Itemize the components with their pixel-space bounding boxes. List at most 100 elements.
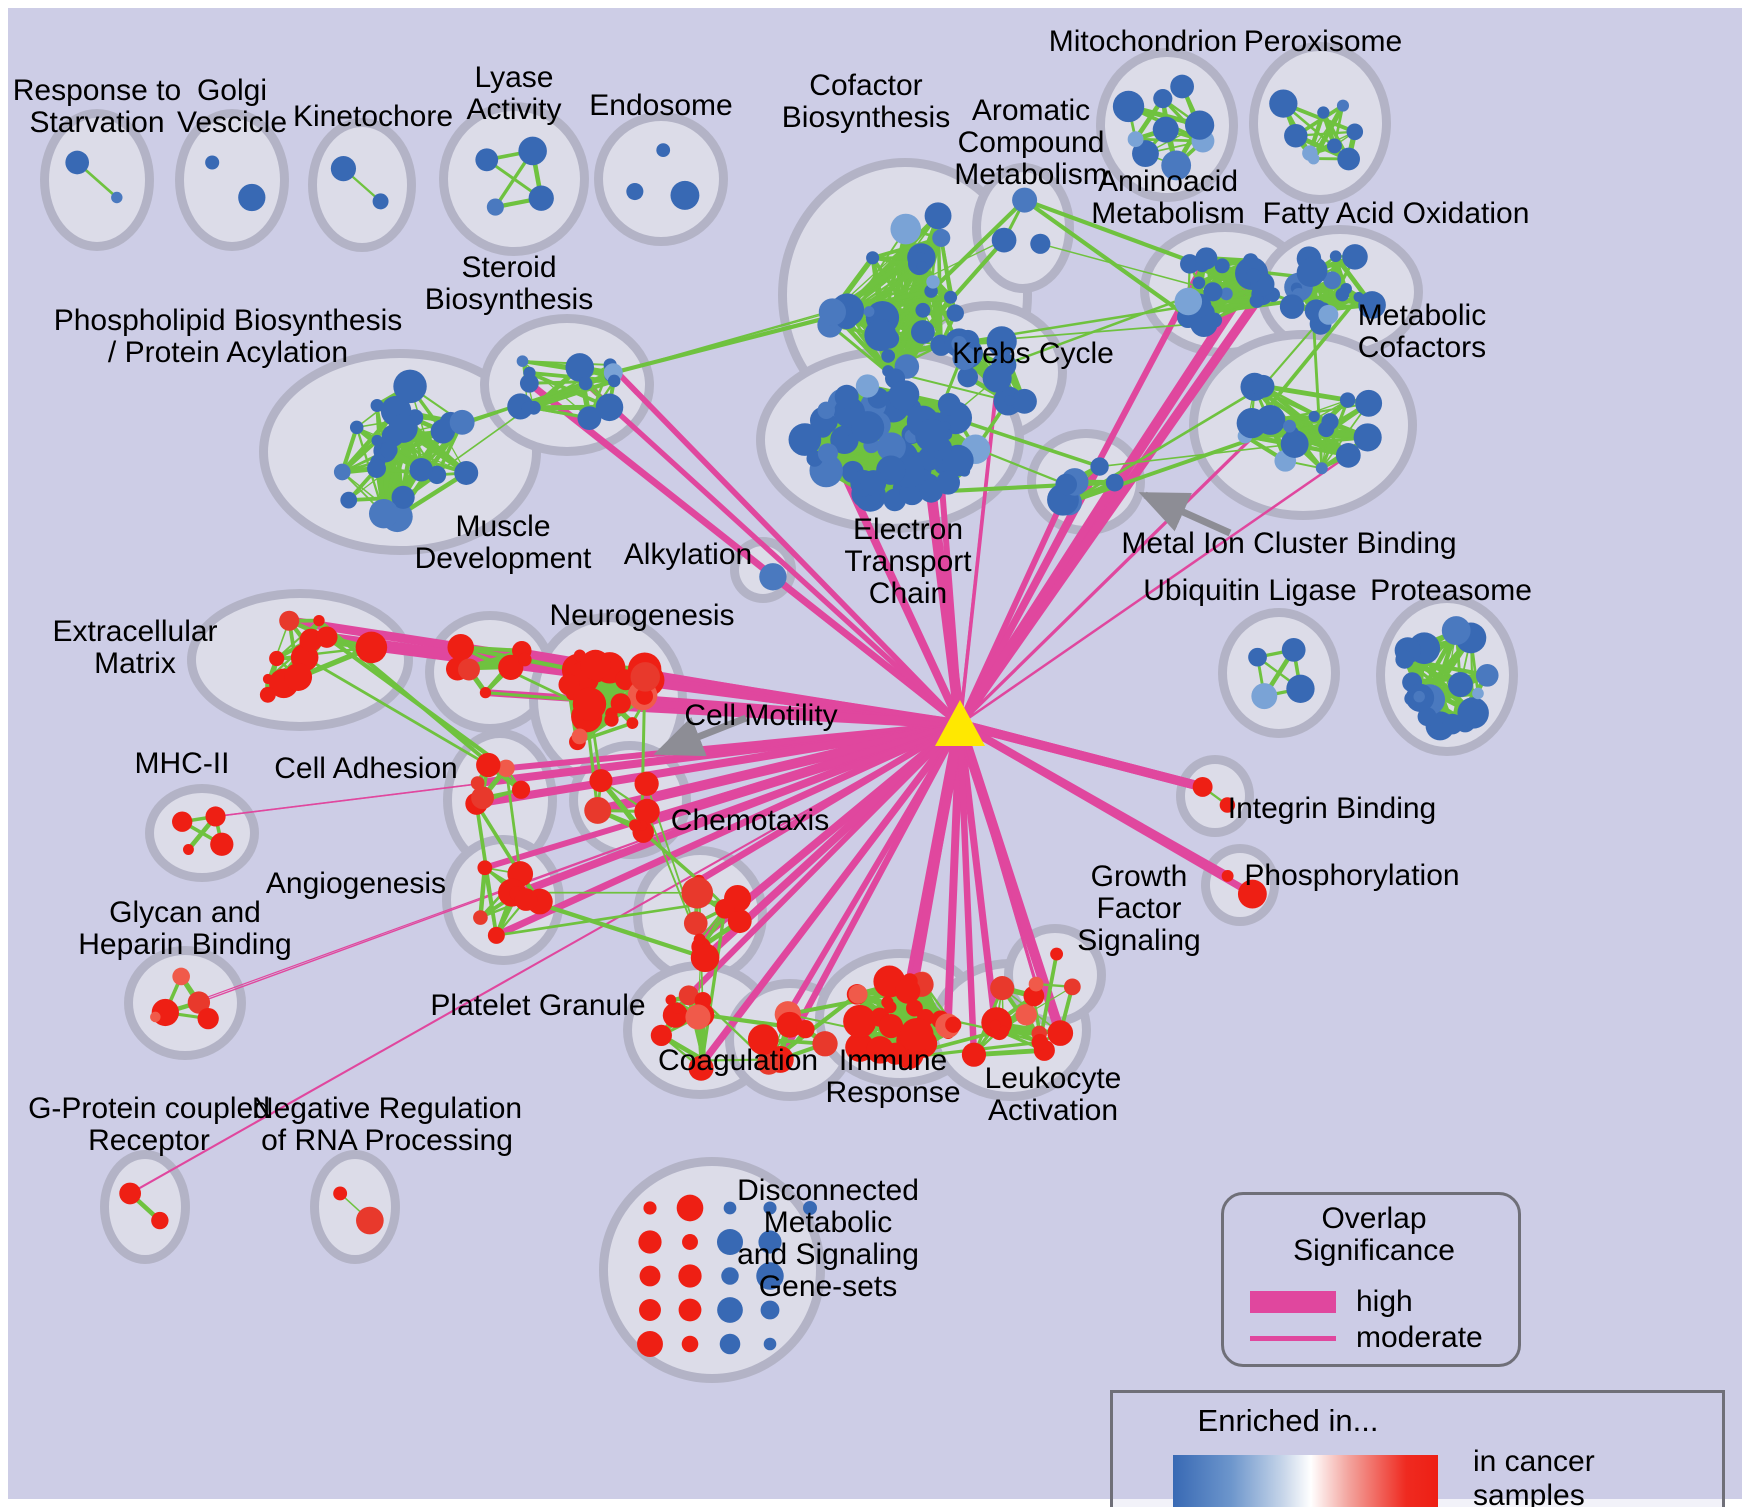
gene-set-node[interactable]: [757, 1051, 781, 1075]
gene-set-node[interactable]: [626, 183, 644, 201]
gene-set-node[interactable]: [449, 409, 475, 435]
gene-set-node[interactable]: [758, 1230, 782, 1254]
gene-set-node[interactable]: [476, 752, 501, 778]
gene-set-node[interactable]: [1346, 123, 1364, 141]
gene-set-node[interactable]: [1023, 985, 1045, 1007]
gene-set-node[interactable]: [817, 443, 838, 464]
gene-set-node[interactable]: [355, 631, 388, 664]
gene-set-node[interactable]: [1050, 947, 1064, 961]
gene-set-node[interactable]: [475, 148, 499, 172]
gene-set-node[interactable]: [1245, 268, 1261, 284]
gene-set-node[interactable]: [1203, 282, 1223, 302]
gene-set-node[interactable]: [989, 1019, 1002, 1031]
gene-set-node[interactable]: [670, 180, 700, 210]
gene-set-node[interactable]: [486, 198, 504, 216]
gene-set-node[interactable]: [1251, 683, 1278, 710]
gene-set-node[interactable]: [698, 1055, 710, 1066]
gene-set-node[interactable]: [1335, 287, 1350, 302]
gene-set-node[interactable]: [1279, 294, 1305, 319]
gene-set-node[interactable]: [763, 1337, 777, 1351]
gene-set-node[interactable]: [111, 191, 123, 204]
gene-set-node[interactable]: [639, 1299, 661, 1321]
gene-set-node[interactable]: [915, 302, 931, 318]
gene-set-node[interactable]: [172, 811, 193, 832]
gene-set-node[interactable]: [1214, 258, 1230, 274]
gene-set-node[interactable]: [330, 156, 357, 182]
gene-set-node[interactable]: [681, 877, 713, 909]
gene-set-node[interactable]: [517, 652, 532, 667]
gene-set-node[interactable]: [119, 1182, 142, 1205]
gene-set-node[interactable]: [776, 1011, 803, 1038]
gene-set-node[interactable]: [279, 610, 300, 631]
gene-set-node[interactable]: [665, 994, 677, 1006]
gene-set-node[interactable]: [818, 298, 847, 326]
gene-set-node[interactable]: [951, 335, 967, 352]
gene-set-node[interactable]: [454, 460, 479, 485]
gene-set-node[interactable]: [172, 967, 190, 986]
gene-set-node[interactable]: [626, 717, 639, 729]
gene-set-node[interactable]: [693, 933, 706, 946]
gene-set-node[interactable]: [1413, 690, 1425, 703]
gene-set-node[interactable]: [1220, 287, 1233, 301]
gene-set-node[interactable]: [1281, 638, 1306, 662]
gene-set-node[interactable]: [906, 999, 923, 1017]
gene-set-node[interactable]: [514, 888, 538, 911]
gene-set-node[interactable]: [577, 406, 602, 431]
gene-set-node[interactable]: [1358, 291, 1386, 319]
gene-set-node[interactable]: [1012, 388, 1037, 414]
gene-set-node[interactable]: [1185, 110, 1215, 140]
gene-set-node[interactable]: [855, 374, 880, 398]
gene-set-node[interactable]: [187, 991, 211, 1014]
gene-set-node[interactable]: [471, 786, 494, 810]
gene-set-node[interactable]: [316, 626, 338, 648]
gene-set-node[interactable]: [656, 143, 671, 157]
gene-set-node[interactable]: [864, 319, 897, 352]
gene-set-node[interactable]: [1317, 106, 1330, 119]
gene-set-node[interactable]: [634, 771, 659, 796]
gene-set-node[interactable]: [678, 1298, 702, 1322]
gene-set-node[interactable]: [578, 376, 593, 391]
gene-set-node[interactable]: [1307, 152, 1320, 165]
gene-set-node[interactable]: [982, 363, 1012, 393]
gene-set-node[interactable]: [340, 491, 358, 509]
gene-set-node[interactable]: [723, 1201, 737, 1215]
gene-set-node[interactable]: [671, 1002, 683, 1014]
gene-set-node[interactable]: [727, 909, 752, 934]
gene-set-node[interactable]: [895, 978, 921, 1004]
gene-set-node[interactable]: [1442, 713, 1463, 735]
gene-set-node[interactable]: [721, 1267, 739, 1285]
gene-set-node[interactable]: [888, 381, 918, 411]
gene-set-node[interactable]: [558, 674, 580, 696]
gene-set-node[interactable]: [391, 485, 415, 509]
gene-set-node[interactable]: [848, 984, 868, 1004]
gene-set-node[interactable]: [1318, 304, 1339, 325]
gene-set-node[interactable]: [1395, 650, 1414, 669]
gene-set-node[interactable]: [946, 304, 964, 322]
gene-set-node[interactable]: [370, 398, 384, 412]
gene-set-node[interactable]: [1249, 293, 1264, 308]
gene-set-node[interactable]: [1195, 247, 1218, 270]
gene-set-node[interactable]: [1174, 287, 1203, 316]
gene-set-node[interactable]: [1353, 423, 1382, 452]
gene-set-node[interactable]: [470, 776, 485, 790]
gene-set-node[interactable]: [1251, 374, 1275, 398]
gene-set-node[interactable]: [881, 349, 896, 363]
gene-set-node[interactable]: [997, 1025, 1010, 1038]
gene-set-node[interactable]: [690, 943, 720, 973]
gene-set-node[interactable]: [333, 463, 351, 481]
gene-set-node[interactable]: [197, 1007, 219, 1030]
gene-set-node[interactable]: [643, 1201, 657, 1215]
gene-set-node[interactable]: [430, 419, 456, 444]
gene-set-node[interactable]: [1457, 697, 1489, 729]
gene-set-node[interactable]: [1447, 672, 1473, 698]
gene-set-node[interactable]: [817, 401, 835, 420]
gene-set-node[interactable]: [1342, 244, 1368, 270]
gene-set-node[interactable]: [944, 290, 958, 304]
gene-set-node[interactable]: [716, 1228, 744, 1256]
gene-set-node[interactable]: [1337, 147, 1360, 171]
gene-set-node[interactable]: [678, 1264, 702, 1288]
gene-set-node[interactable]: [572, 687, 607, 721]
gene-set-node[interactable]: [714, 898, 735, 919]
gene-set-node[interactable]: [884, 1000, 897, 1014]
gene-set-node[interactable]: [637, 1331, 663, 1357]
